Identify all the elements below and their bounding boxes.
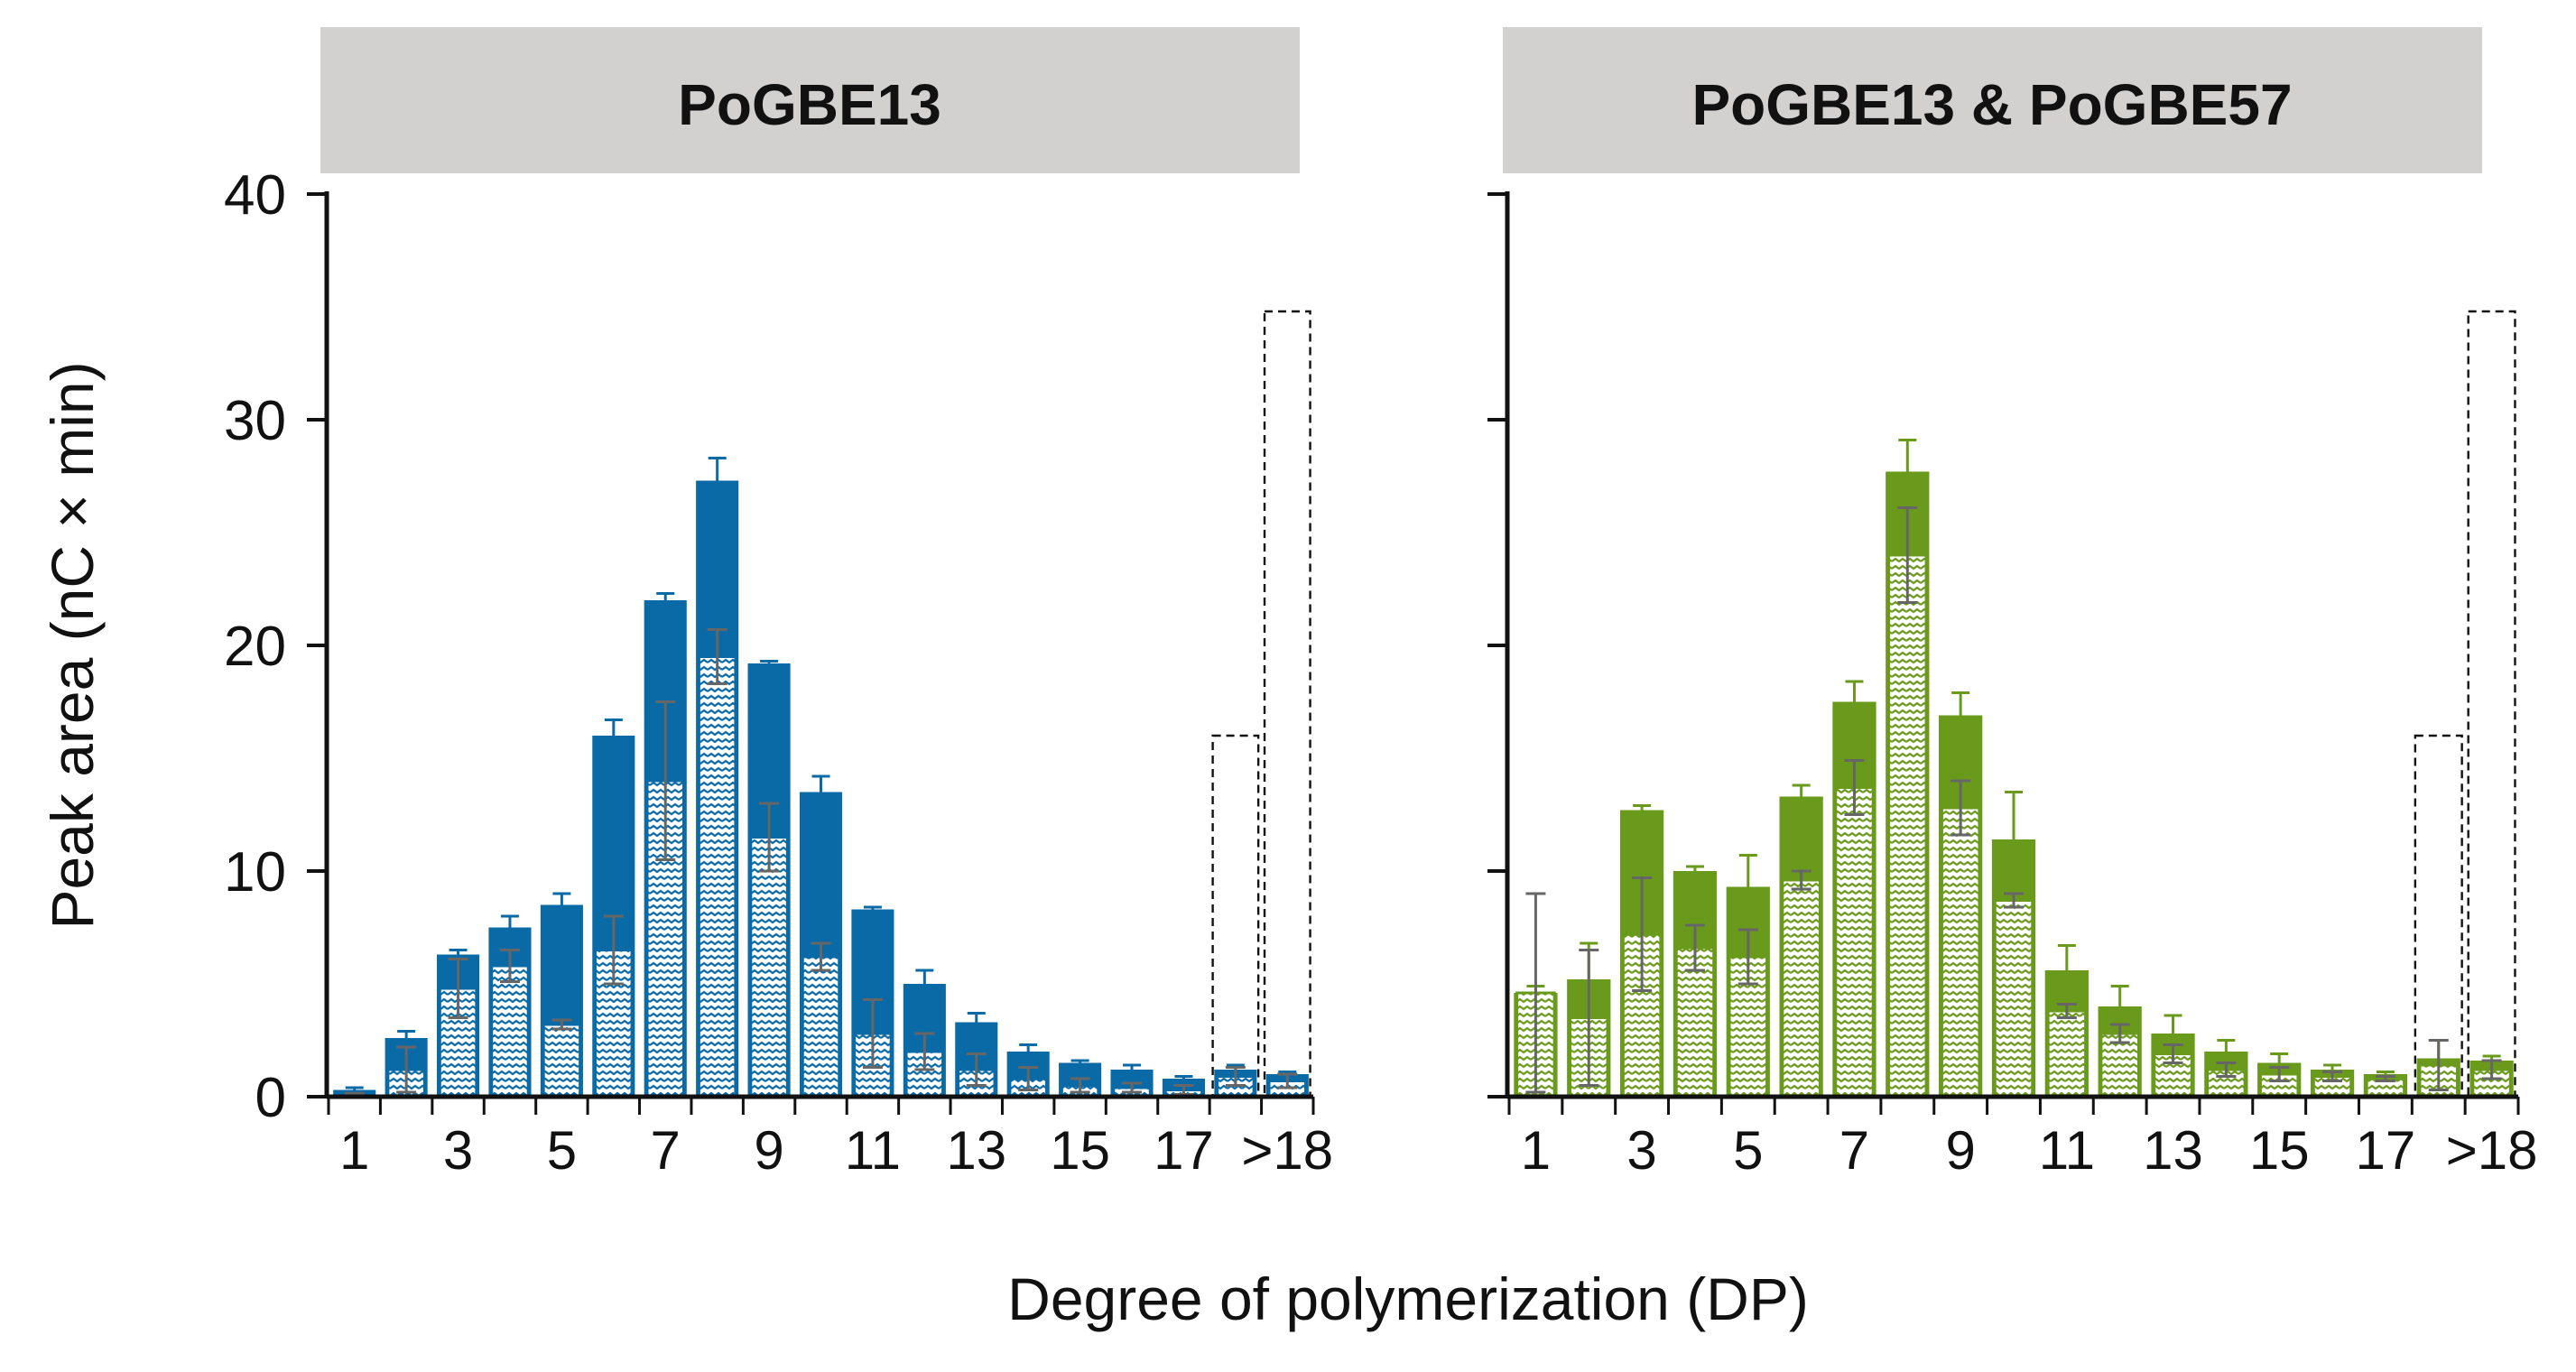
y-tick-label: 0 xyxy=(255,1067,286,1129)
bar-hatched xyxy=(1940,806,1981,1099)
panel-title-left: PoGBE13 xyxy=(678,72,941,137)
x-tick-label: >18 xyxy=(1241,1120,1333,1181)
x-tick-label: 11 xyxy=(2039,1120,2095,1181)
bar-hatched xyxy=(1993,899,2034,1099)
y-tick-label: 20 xyxy=(224,616,286,678)
x-tick-label: 3 xyxy=(443,1120,473,1181)
bar-hatched xyxy=(697,655,737,1099)
x-tick-label: 11 xyxy=(845,1120,901,1181)
x-tick-label: 13 xyxy=(946,1120,1006,1181)
y-tick-label: 10 xyxy=(224,841,286,904)
bar-hatched xyxy=(749,836,789,1099)
reference-bar xyxy=(1263,310,1311,1099)
x-tick-label: 13 xyxy=(2143,1120,2203,1181)
x-tick-label: 1 xyxy=(339,1120,369,1181)
x-tick-label: >18 xyxy=(2446,1120,2538,1181)
panel-title-right: PoGBE13 & PoGBE57 xyxy=(1691,72,2292,137)
bar-hatched xyxy=(2046,1009,2088,1099)
bar-hatched xyxy=(542,1023,582,1099)
bar-hatched xyxy=(1834,786,1875,1099)
x-tick-label: 1 xyxy=(1521,1120,1551,1181)
bar-hatched xyxy=(1674,946,1716,1099)
x-tick-label: 5 xyxy=(547,1120,577,1181)
bar-hatched xyxy=(801,955,841,1099)
x-tick-label: 17 xyxy=(2356,1120,2416,1181)
reference-bar xyxy=(1211,734,1260,1099)
x-tick-label: 5 xyxy=(1733,1120,1763,1181)
y-tick-label: 40 xyxy=(224,164,286,227)
x-tick-label: 9 xyxy=(754,1120,783,1181)
y-tick-label: 30 xyxy=(224,390,286,452)
bar-hatched xyxy=(1887,553,1928,1099)
panel-header-left: PoGBE13 xyxy=(320,27,1300,173)
x-tick-label: 7 xyxy=(1839,1120,1869,1181)
panel-header-right: PoGBE13 & PoGBE57 xyxy=(1503,27,2482,173)
x-tick-label: 15 xyxy=(1050,1120,1110,1181)
panel-header-right-bg xyxy=(1503,27,2482,173)
chart-panel-right: 1 3 5 7 9 11 13 15 17 >18 xyxy=(1487,191,2537,1181)
y-axis-title: Peak area (nC × min) xyxy=(39,361,106,929)
x-tick-label: 15 xyxy=(2249,1120,2310,1181)
x-tick-label: 17 xyxy=(1154,1120,1214,1181)
bar-hatched xyxy=(1781,878,1821,1099)
x-tick-label: 9 xyxy=(1945,1120,1975,1181)
bar-hatched xyxy=(490,964,530,1099)
panel-header-left-bg xyxy=(320,27,1300,173)
reference-bar xyxy=(2467,310,2516,1099)
x-axis-title: Degree of polymerization (DP) xyxy=(1007,1265,1809,1332)
x-tick-label: 3 xyxy=(1626,1120,1656,1181)
x-tick-label: 7 xyxy=(651,1120,681,1181)
